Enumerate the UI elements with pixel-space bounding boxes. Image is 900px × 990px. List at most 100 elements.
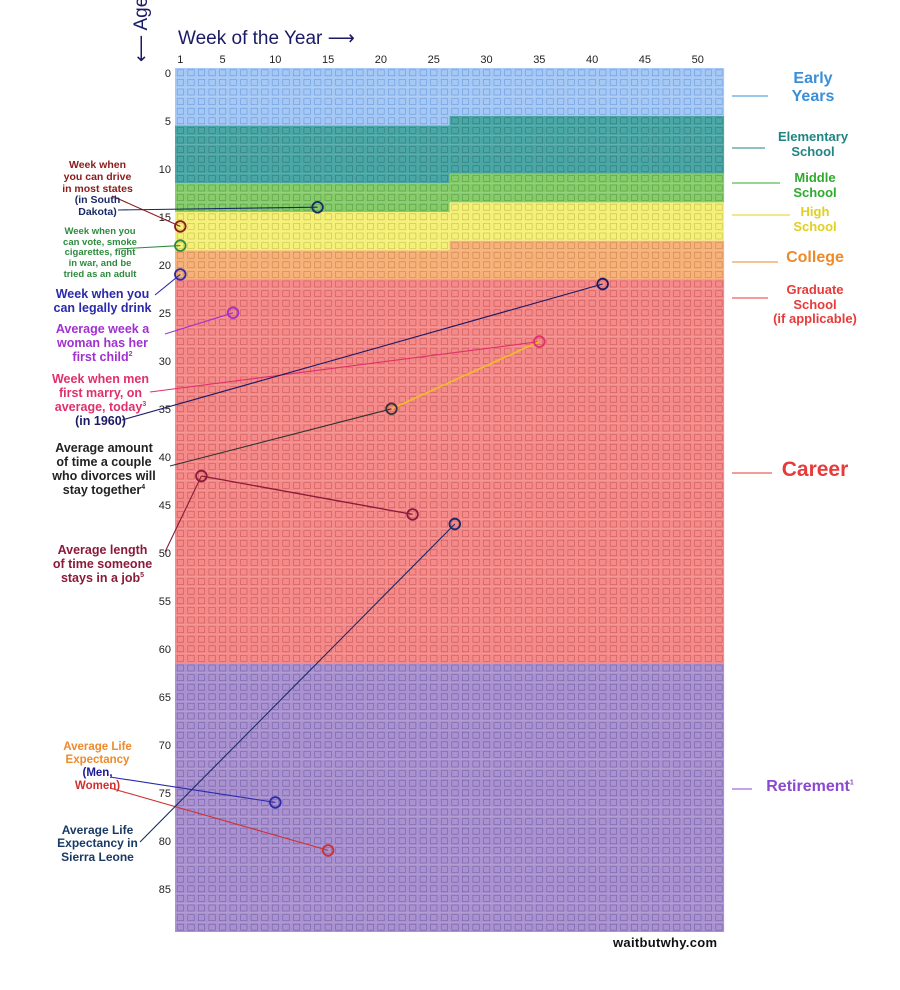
stage-band bbox=[449, 173, 725, 184]
y-axis-title: ⟵ Age bbox=[131, 0, 152, 62]
stage-band bbox=[175, 260, 725, 270]
leader-line bbox=[111, 195, 181, 227]
stage-band bbox=[175, 816, 725, 827]
y-tick-label: 70 bbox=[159, 740, 171, 752]
label-sierra-leone: Average Life Expectancy in Sierra Leone bbox=[57, 823, 138, 864]
stage-band bbox=[175, 375, 725, 385]
stage-band bbox=[175, 893, 725, 904]
stage-band bbox=[175, 884, 725, 894]
stage-band bbox=[175, 96, 725, 107]
y-tick-label: 50 bbox=[159, 548, 171, 560]
x-tick-label: 20 bbox=[375, 54, 387, 66]
stage-band bbox=[175, 624, 725, 635]
label-life-expectancy: Average Life Expectancy (Men, Women) bbox=[63, 741, 132, 792]
x-tick-label: 25 bbox=[428, 54, 440, 66]
marker-circle bbox=[406, 508, 419, 521]
stage-label-high: High School bbox=[793, 204, 837, 234]
stage-band bbox=[175, 327, 725, 337]
stage-band bbox=[175, 173, 450, 184]
stage-band bbox=[175, 490, 725, 500]
marker-circle bbox=[385, 402, 398, 416]
x-tick-label: 5 bbox=[219, 54, 225, 66]
stage-band bbox=[175, 317, 725, 328]
y-tick-label: 45 bbox=[159, 500, 171, 512]
stage-band bbox=[175, 308, 725, 318]
stage-band bbox=[175, 154, 725, 164]
label-job-length: Average length of time someone stays in a… bbox=[52, 543, 153, 585]
stage-band bbox=[175, 567, 725, 577]
y-tick-label: 0 bbox=[165, 68, 171, 80]
marker-circle bbox=[311, 200, 324, 214]
stage-band bbox=[175, 135, 725, 145]
stage-band bbox=[175, 845, 725, 856]
stage-label-elementary: Elementary School bbox=[777, 129, 849, 159]
stage-label-early-years: Early Years bbox=[791, 70, 835, 105]
stage-band bbox=[175, 365, 725, 376]
stage-band bbox=[175, 807, 725, 817]
week-boxes bbox=[176, 664, 723, 931]
stage-label-graduate: Graduate School (if applicable) bbox=[773, 282, 857, 327]
stage-band bbox=[175, 77, 725, 88]
stage-band bbox=[175, 576, 725, 587]
marker-circle bbox=[195, 469, 208, 483]
leader-line bbox=[169, 408, 392, 467]
marker-circle bbox=[174, 239, 187, 252]
stage-band bbox=[175, 432, 725, 443]
stage-band bbox=[175, 461, 725, 472]
leader-line bbox=[109, 787, 329, 851]
stage-band bbox=[175, 836, 725, 846]
leader-line bbox=[109, 776, 276, 803]
stage-label-career: Career bbox=[781, 458, 849, 481]
stage-band bbox=[175, 644, 725, 654]
marker-circle bbox=[174, 220, 187, 233]
stage-band bbox=[175, 672, 725, 683]
label-vote: Week when you can vote, smoke cigarettes, … bbox=[63, 226, 137, 280]
stage-band bbox=[175, 509, 725, 520]
right-arrow-icon: ⟶ bbox=[327, 28, 355, 49]
stage-band bbox=[175, 826, 725, 836]
stage-band bbox=[175, 682, 725, 692]
label-drive: Week when you can drive in most states (in… bbox=[62, 159, 133, 218]
stage-band bbox=[175, 192, 725, 203]
y-tick-label: 30 bbox=[159, 356, 171, 368]
x-tick-label: 15 bbox=[322, 54, 334, 66]
stage-band bbox=[175, 87, 725, 97]
stage-band bbox=[175, 116, 450, 126]
stage-band bbox=[175, 778, 725, 788]
stage-band bbox=[175, 759, 725, 769]
x-tick-label: 1 bbox=[177, 54, 183, 66]
leader-line bbox=[164, 475, 202, 553]
stage-band bbox=[175, 605, 725, 616]
stage-band bbox=[175, 423, 725, 433]
stage-band bbox=[175, 231, 725, 241]
stage-band bbox=[175, 730, 725, 740]
label-first-marry: Week when men first marry, on average, to… bbox=[51, 372, 150, 428]
marriage-span-line bbox=[391, 340, 540, 410]
label-drink: Week when you can legally drink bbox=[53, 287, 152, 315]
stage-band bbox=[175, 528, 725, 539]
job-span-line bbox=[201, 475, 413, 516]
stage-band bbox=[175, 711, 725, 721]
stage-band bbox=[175, 269, 725, 280]
week-boxes bbox=[176, 175, 723, 211]
x-tick-label: 35 bbox=[533, 54, 545, 66]
stage-band bbox=[175, 471, 725, 481]
stage-band bbox=[449, 240, 725, 251]
stage-band bbox=[175, 212, 725, 222]
stage-band bbox=[175, 740, 725, 750]
y-tick-label: 10 bbox=[159, 164, 171, 176]
y-tick-label: 85 bbox=[159, 884, 171, 896]
x-tick-label: 40 bbox=[586, 54, 598, 66]
stage-band bbox=[175, 903, 725, 913]
marker-circle bbox=[596, 277, 609, 291]
y-tick-label: 65 bbox=[159, 692, 171, 704]
week-boxes bbox=[176, 117, 723, 182]
stage-band bbox=[175, 768, 725, 779]
stage-band bbox=[175, 298, 725, 308]
stage-band bbox=[175, 548, 725, 558]
label-first-child: Average week a woman has her first child2 bbox=[55, 322, 150, 364]
y-tick-label: 80 bbox=[159, 836, 171, 848]
stage-band bbox=[175, 336, 725, 347]
x-tick-label: 30 bbox=[480, 54, 492, 66]
stage-band bbox=[175, 250, 725, 260]
